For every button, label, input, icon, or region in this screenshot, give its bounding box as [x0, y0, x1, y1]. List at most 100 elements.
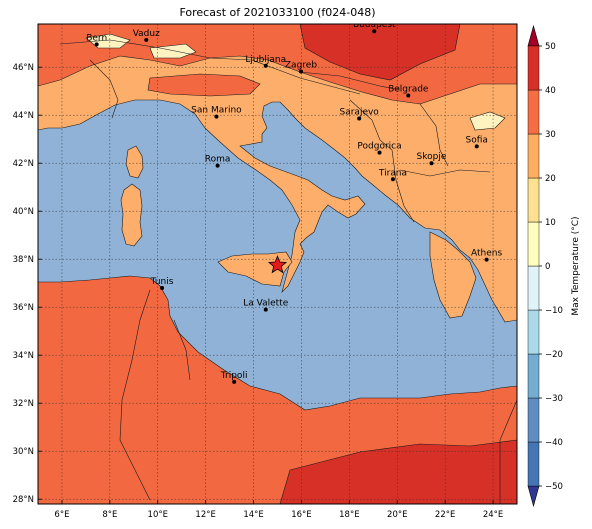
- sardinia: [120, 183, 143, 247]
- lon-tick-label: 22°E: [435, 510, 455, 520]
- border-ly-eg: [499, 399, 517, 504]
- lon-tick-label: 20°E: [387, 510, 407, 520]
- event-marker: [267, 255, 288, 274]
- border-hu-hr: [299, 71, 401, 91]
- lat-tick-label: 40°N: [13, 207, 34, 217]
- lon-tick-label: 8°E: [102, 510, 117, 520]
- city-dot: [372, 29, 377, 34]
- city-dot: [377, 150, 382, 155]
- colorbar-tick-label: 30: [545, 130, 556, 140]
- lon-tick-label: 6°E: [54, 510, 69, 520]
- star-marker-icon: [267, 255, 288, 274]
- colorbar-tick-label: 20: [545, 174, 556, 184]
- colorbar-tick-label: −30: [545, 394, 563, 404]
- city-label: Zagreb: [285, 61, 317, 71]
- lon-tick-label: 12°E: [195, 510, 215, 520]
- colorbar-segment: [527, 221, 540, 267]
- lon-tick-label: 10°E: [148, 510, 168, 520]
- longitude-ticks: 6°E 8°E 10°E 12°E 14°E 16°E 18°E 20°E 22°E 24°E: [54, 500, 503, 520]
- city-label: Athens: [471, 249, 502, 259]
- colorbar-tick-label: −20: [545, 350, 563, 360]
- city-dot: [214, 114, 219, 119]
- city-label: Tirana: [378, 168, 407, 178]
- lat-tick-label: 44°N: [13, 111, 34, 121]
- sicily: [217, 251, 293, 287]
- lon-tick-label: 16°E: [291, 510, 311, 520]
- city-dot: [232, 379, 237, 384]
- map-frame: [37, 23, 518, 505]
- city-dot: [215, 163, 220, 168]
- lat-tick-label: 30°N: [13, 447, 34, 457]
- colorbar-tick-label: 0: [545, 262, 550, 272]
- city-dot: [484, 257, 489, 262]
- city-dot: [144, 37, 149, 42]
- colorbar-segment: [527, 45, 540, 91]
- city-dot: [429, 161, 434, 166]
- colorbar-segment: [527, 309, 540, 355]
- border-si-hr: [267, 65, 361, 95]
- city-dot: [390, 177, 395, 182]
- city-label: San Marino: [191, 106, 242, 116]
- colorbar-segment: [527, 397, 540, 443]
- city-dot: [263, 63, 268, 68]
- colorbar: [527, 24, 540, 508]
- border-al-gr: [391, 149, 415, 223]
- po-valley-hot: [147, 73, 261, 97]
- city-label: Vaduz: [133, 29, 160, 39]
- lat-tick-label: 28°N: [13, 495, 34, 505]
- city-label: Skopje: [417, 152, 447, 162]
- colorbar-segment: [527, 177, 540, 223]
- border-mk-gr: [399, 169, 491, 177]
- colorbar-segment: [527, 133, 540, 179]
- colorbar-tick-label: −50: [545, 482, 563, 492]
- city-label: Ljubljana: [245, 55, 286, 65]
- city-label: Roma: [205, 155, 231, 165]
- lat-tick-label: 32°N: [13, 399, 34, 409]
- city-label: La Valette: [243, 299, 288, 309]
- border-fr-it: [89, 59, 119, 119]
- city-dot: [298, 69, 303, 74]
- border-ba-rs: [349, 99, 393, 151]
- colorbar-label: Max Temperature (°C): [571, 216, 581, 315]
- colorbar-segment: [527, 265, 540, 311]
- sahara-hot-1: [279, 439, 517, 504]
- colorbar-tick-label: −10: [545, 306, 563, 316]
- city-dot: [160, 286, 165, 290]
- colorbar-segment: [527, 353, 540, 399]
- gridlines: [38, 24, 517, 504]
- country-borders: [59, 39, 517, 504]
- lat-tick-label: 36°N: [13, 303, 34, 313]
- colorbar-segment: [527, 441, 540, 487]
- pannonian-hot: [299, 24, 461, 81]
- colorbar-extend-bottom: [527, 485, 540, 508]
- border-ch-de: [59, 39, 161, 49]
- colorbar-ticks: −50 −40 −30 −20 −10 0 10 20 30 40 50: [539, 42, 563, 492]
- colorbar-tick-label: −40: [545, 438, 563, 448]
- lon-tick-label: 24°E: [483, 510, 503, 520]
- lat-tick-label: 34°N: [13, 351, 34, 361]
- alps-cool-2: [149, 43, 197, 59]
- border-tn-ly: [173, 319, 191, 381]
- city-label: Podgorica: [357, 142, 401, 152]
- city-label: Sarajevo: [340, 108, 380, 118]
- city-label: Tripoli: [220, 371, 248, 381]
- city-dot: [406, 93, 411, 98]
- city-dot: [263, 307, 268, 312]
- lat-tick-label: 46°N: [13, 63, 34, 73]
- latitude-ticks: 28°N 30°N 32°N 34°N 36°N 38°N 40°N 42°N 44°N 46°N: [13, 63, 42, 505]
- city-label: Belgrade: [388, 85, 429, 95]
- lon-tick-label: 18°E: [339, 510, 359, 520]
- lat-tick-label: 38°N: [13, 255, 34, 265]
- city-label: Tunis: [150, 277, 174, 287]
- border-tn-dz: [119, 289, 151, 501]
- map-title: Forecast of 2021033100 (f024-048): [179, 6, 376, 19]
- city-dot: [357, 116, 362, 121]
- colorbar-extend-top: [527, 24, 540, 47]
- city-label: Budapest: [353, 20, 396, 30]
- city-dot: [94, 42, 99, 47]
- lon-tick-label: 14°E: [243, 510, 263, 520]
- colorbar-tick-label: 40: [545, 86, 556, 96]
